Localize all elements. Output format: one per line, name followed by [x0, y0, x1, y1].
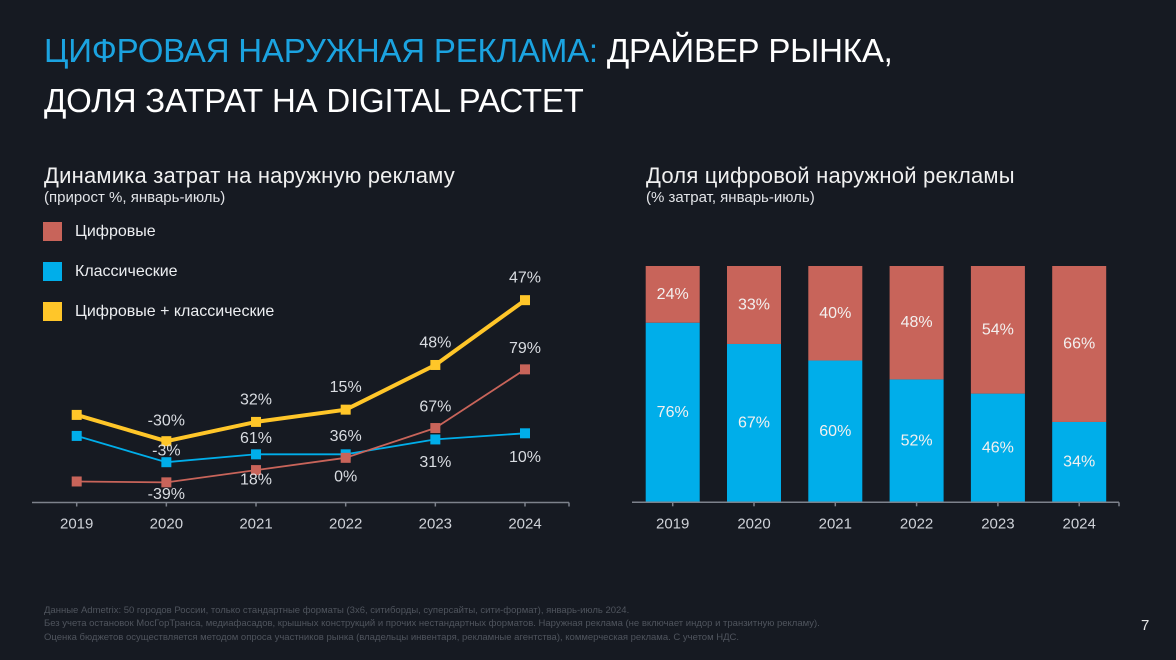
footnotes: Данные Admetrix: 50 городов России, толь… — [44, 604, 820, 644]
data-label-digital: 67% — [419, 399, 451, 416]
bar-label-classic: 67% — [738, 415, 770, 432]
data-point-total — [340, 404, 351, 415]
slide-title-line-2: ДОЛЯ ЗАТРАТ НА DIGITAL РАСТЕТ — [44, 82, 584, 119]
bar-label-classic: 76% — [657, 404, 689, 421]
bar-segment-digital — [645, 266, 700, 323]
legend-label-digital: Цифровые — [75, 222, 156, 240]
x-tick-label: 2024 — [508, 516, 541, 533]
data-point-total — [520, 295, 530, 306]
bar-chart-subtitle: (% затрат, январь-июль) — [646, 189, 815, 206]
bar-segment-digital — [808, 266, 863, 361]
legend-item-total: Цифровые + классические — [43, 302, 274, 321]
footnote-line: Оценка бюджетов осуществляется методом о… — [44, 631, 740, 643]
bar-segment-digital — [970, 266, 1025, 394]
data-point-digital — [520, 364, 530, 375]
data-label-total: 32% — [240, 391, 272, 408]
x-tick-label: 2022 — [900, 516, 933, 533]
data-label-classic: 31% — [419, 454, 451, 471]
x-tick-label: 2021 — [819, 516, 852, 533]
bar-chart-title: Доля цифровой наружной рекламы — [646, 163, 1015, 188]
data-point-total — [251, 416, 262, 427]
data-label-classic: 10% — [509, 449, 541, 466]
data-point-total — [71, 409, 82, 420]
bar-label-classic: 52% — [901, 432, 933, 449]
data-label-total: 47% — [509, 270, 541, 287]
legend-swatch-classic — [43, 262, 62, 281]
data-label-total: 15% — [330, 379, 362, 396]
data-point-digital — [430, 423, 441, 434]
legend-label-total: Цифровые + классические — [75, 302, 275, 320]
bar-label-digital: 33% — [738, 296, 770, 313]
bar-segment-classic — [645, 322, 700, 503]
x-tick-label: 2023 — [419, 516, 452, 533]
data-point-classic — [430, 434, 441, 445]
data-point-digital — [71, 476, 82, 487]
bar-segment-classic — [727, 343, 781, 503]
line-chart-subtitle: (прирост %, январь-июль) — [44, 189, 226, 206]
x-tick-label: 2019 — [656, 516, 689, 533]
bar-segment-digital — [1052, 266, 1107, 422]
bar-label-classic: 34% — [1063, 454, 1095, 471]
bar-segment-digital — [889, 266, 944, 380]
bar-label-classic: 60% — [819, 423, 851, 440]
data-label-digital: 61% — [240, 430, 272, 447]
legend-item-classic: Классические — [43, 262, 274, 281]
legend-swatch-total — [43, 302, 62, 321]
slide-title: ЦИФРОВАЯ НАРУЖНАЯ РЕКЛАМА: ДРАЙВЕР РЫНКА… — [44, 26, 893, 126]
x-tick-label: 2023 — [981, 516, 1014, 533]
x-tick-label: 2021 — [239, 516, 272, 533]
data-point-classic — [161, 457, 172, 468]
bar-label-digital: 40% — [819, 305, 851, 322]
footnote-line: Без учета остановок МосГорТранса, медиаф… — [44, 618, 820, 630]
legend-label-classic: Классические — [75, 262, 178, 280]
slide-title-highlight: ЦИФРОВАЯ НАРУЖНАЯ РЕКЛАМА: — [44, 32, 598, 69]
data-label-total: 48% — [419, 334, 451, 351]
footnote-line: Данные Admetrix: 50 городов России, толь… — [44, 605, 630, 616]
data-point-classic — [520, 428, 530, 439]
bar-segment-classic — [970, 393, 1025, 503]
x-tick-label: 2020 — [737, 516, 770, 533]
bar-segment-classic — [1052, 421, 1107, 503]
slide-title-rest: ДРАЙВЕР РЫНКА, — [597, 32, 893, 69]
data-point-classic — [251, 449, 262, 460]
data-label-classic: -39% — [148, 486, 185, 503]
x-tick-label: 2019 — [60, 516, 93, 533]
bar-label-digital: 24% — [657, 286, 689, 303]
data-label-total: -30% — [148, 413, 185, 430]
data-point-total — [430, 359, 441, 370]
data-label-digital: -3% — [152, 443, 180, 460]
bar-label-classic: 46% — [982, 439, 1014, 456]
legend-swatch-digital — [43, 222, 62, 241]
bar-segment-digital — [727, 266, 781, 344]
series-line-total — [76, 298, 527, 444]
page-number: 7 — [1141, 617, 1150, 634]
data-point-digital — [340, 452, 351, 463]
data-point-digital — [161, 477, 172, 488]
data-label-classic: 18% — [240, 472, 272, 489]
data-label-digital: 79% — [509, 340, 541, 357]
data-point-digital — [251, 465, 262, 476]
line-chart-legend: Цифровые Классические Цифровые + классич… — [43, 222, 274, 342]
data-label-digital: 36% — [330, 428, 362, 445]
series-line-digital — [76, 368, 526, 484]
legend-item-digital: Цифровые — [43, 222, 274, 241]
bar-label-digital: 66% — [1063, 335, 1095, 352]
data-point-total — [161, 436, 172, 447]
x-tick-label: 2024 — [1063, 516, 1096, 533]
x-tick-label: 2022 — [329, 516, 362, 533]
bar-label-digital: 48% — [901, 314, 933, 331]
bar-label-digital: 54% — [982, 321, 1014, 338]
series-line-classic — [76, 432, 526, 464]
bar-segment-classic — [808, 360, 863, 503]
data-label-classic: 0% — [334, 468, 357, 485]
line-chart-title: Динамика затрат на наружную рекламу — [44, 163, 455, 188]
data-point-classic — [71, 430, 82, 441]
bar-segment-classic — [889, 379, 944, 503]
slide-title-line-1: ЦИФРОВАЯ НАРУЖНАЯ РЕКЛАМА: ДРАЙВЕР РЫНКА… — [44, 26, 893, 76]
x-tick-label: 2020 — [150, 516, 183, 533]
